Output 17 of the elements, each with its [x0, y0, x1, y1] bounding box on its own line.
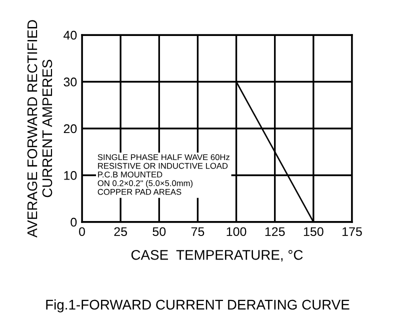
x-tick-label: 25 [114, 227, 127, 236]
x-tick-label: 0 [79, 227, 85, 236]
y-tick-label: 0 [70, 218, 77, 227]
x-tick-label: 50 [152, 227, 166, 236]
text: Fig.1-FORWARD CURRENT DERATING CURVE [46, 299, 350, 312]
annotation: SINGLE PHASE HALF WAVE 60Hz RESISTIVE OR INDUCTIVE LOAD P.C.B MOUNTED ON 0.2×0.2" (5.0×5.0mm) COPPER PAD AREAS [98, 154, 230, 195]
x-tick-label: 75 [191, 227, 204, 236]
y-axis-title: AVERAGE FORWARD RECTIFIED CURRENT AMPERES [27, 20, 52, 238]
y-tick-label: 30 [64, 78, 77, 86]
x-tick-label: 125 [265, 227, 285, 236]
x-axis-title: CASE TEMPERATURE, °C [131, 250, 303, 262]
y-tick-label: 10 [64, 171, 77, 180]
x-tick-label: 175 [342, 227, 362, 236]
x-tick-label: 150 [304, 227, 324, 236]
y-tick-label: 20 [64, 124, 77, 134]
x-tick-label: 100 [226, 227, 246, 236]
y-tick-label: 40 [64, 30, 77, 40]
